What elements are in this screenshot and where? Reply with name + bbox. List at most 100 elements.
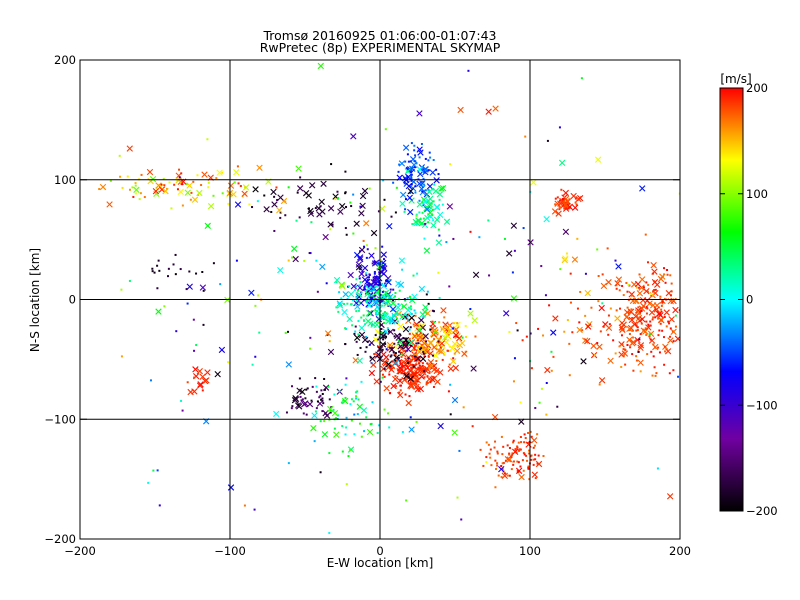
cross-point [407, 375, 414, 383]
dot-point [596, 248, 599, 251]
dot-point [410, 175, 413, 178]
dot-point [651, 318, 654, 321]
dot-point [368, 273, 371, 276]
dot-point [620, 329, 623, 332]
dot-point [390, 367, 393, 370]
dot-point [382, 338, 385, 341]
dot-point [411, 223, 414, 226]
dot-point [575, 203, 578, 206]
dot-point [309, 347, 312, 350]
dot-point [354, 330, 357, 333]
colorbar-tick-label: 0 [746, 293, 753, 307]
dot-point [392, 288, 395, 291]
dot-point [391, 347, 394, 350]
dot-point [637, 350, 640, 353]
dot-point [396, 320, 399, 323]
dot-point [385, 279, 388, 282]
dot-point [410, 142, 413, 145]
cross-point [557, 200, 564, 207]
dot-point [655, 372, 658, 375]
dot-point [456, 322, 459, 325]
dot-point [530, 435, 533, 438]
cross-point [361, 264, 369, 272]
y-axis-ticks: −200 −100 0 100 200 [44, 53, 680, 546]
dot-point [658, 329, 661, 332]
dot-point [584, 314, 587, 317]
dot-point [359, 205, 362, 208]
cross-point [383, 354, 390, 361]
dot-point [615, 287, 618, 290]
cross-point [333, 276, 341, 284]
dot-point [637, 306, 640, 309]
dot-point [275, 186, 278, 189]
dot-point [441, 203, 444, 206]
cross-point [656, 310, 663, 318]
dot-point [382, 301, 385, 304]
dot-point [372, 276, 375, 279]
cross-point [437, 369, 444, 376]
cross-point [472, 271, 480, 278]
dot-point [427, 355, 430, 358]
dot-point [369, 423, 372, 426]
cross-point [615, 263, 622, 270]
cross-point [418, 285, 426, 293]
dot-point [447, 390, 450, 393]
dot-point [399, 359, 402, 362]
cross-point [358, 324, 365, 332]
dot-point [180, 399, 183, 402]
cross-point [562, 228, 570, 235]
dot-point [347, 285, 350, 288]
dot-point [403, 366, 406, 369]
cross-point [380, 251, 387, 258]
dot-point [310, 221, 313, 224]
dot-point [383, 367, 386, 370]
dot-point [321, 397, 324, 400]
dot-point [233, 181, 236, 184]
dot-point [496, 462, 499, 465]
cross-point [562, 255, 569, 262]
cross-point [636, 290, 644, 297]
dot-point [423, 341, 426, 344]
dot-point [385, 301, 388, 304]
dot-point [315, 385, 318, 388]
dot-point [479, 448, 482, 451]
dot-point [532, 458, 535, 461]
dot-point [635, 324, 638, 327]
cross-point [126, 145, 133, 152]
dot-point [526, 442, 529, 445]
dot-point [494, 486, 497, 489]
dot-point [432, 354, 435, 357]
dot-point [513, 357, 516, 360]
cross-point [342, 397, 349, 405]
dot-point [534, 458, 537, 461]
dot-point [556, 405, 559, 408]
dot-point [622, 294, 625, 297]
cross-point [358, 270, 365, 278]
dot-point [524, 135, 527, 138]
dot-point [393, 342, 396, 345]
dot-point [465, 335, 468, 338]
cross-point [196, 382, 204, 389]
dot-point [156, 469, 159, 472]
dot-point [316, 400, 319, 403]
dot-point [345, 327, 348, 330]
cross-point [437, 422, 444, 430]
cross-point [379, 333, 387, 340]
cross-point [230, 191, 237, 198]
cross-point [644, 297, 651, 304]
cross-point [407, 367, 414, 375]
dot-point [401, 430, 404, 433]
dot-point [653, 288, 656, 291]
dot-point [580, 77, 583, 80]
dot-point [365, 335, 368, 338]
cross-point [416, 201, 423, 208]
dot-point [193, 376, 196, 379]
dot-point [622, 354, 625, 357]
dot-point [373, 261, 376, 264]
dot-point [410, 366, 413, 369]
dot-point [377, 283, 380, 286]
cross-point [623, 313, 631, 320]
cross-point [227, 182, 235, 189]
dot-point [151, 267, 154, 270]
dot-point [566, 319, 569, 322]
